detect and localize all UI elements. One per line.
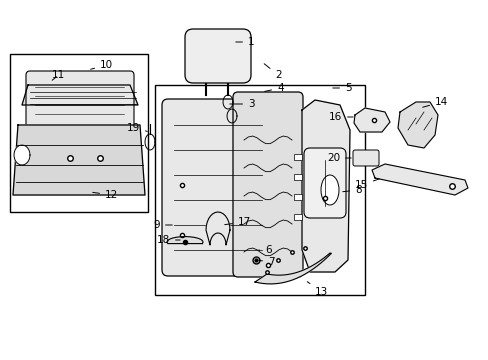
Polygon shape — [302, 100, 349, 272]
Polygon shape — [254, 253, 331, 284]
FancyBboxPatch shape — [26, 71, 134, 129]
Polygon shape — [14, 145, 30, 165]
Ellipse shape — [320, 175, 338, 205]
Text: 17: 17 — [224, 217, 251, 227]
Text: 20: 20 — [326, 153, 350, 163]
Text: 7: 7 — [258, 257, 274, 267]
FancyBboxPatch shape — [162, 99, 273, 276]
Text: 1: 1 — [235, 37, 254, 47]
Text: 18: 18 — [157, 235, 180, 245]
FancyBboxPatch shape — [304, 148, 346, 218]
Text: 14: 14 — [422, 97, 447, 107]
Text: 6: 6 — [258, 245, 271, 255]
Polygon shape — [167, 237, 203, 244]
Text: 8: 8 — [342, 185, 361, 195]
FancyBboxPatch shape — [232, 92, 303, 277]
Polygon shape — [371, 164, 467, 195]
Text: 9: 9 — [153, 220, 172, 230]
Text: 10: 10 — [90, 60, 113, 70]
Text: 16: 16 — [328, 112, 352, 122]
Text: 4: 4 — [264, 83, 283, 93]
Polygon shape — [13, 125, 145, 195]
Bar — [10, 54, 148, 212]
Text: 11: 11 — [52, 70, 65, 80]
Polygon shape — [205, 212, 229, 245]
Text: 5: 5 — [332, 83, 351, 93]
Text: 3: 3 — [229, 99, 254, 109]
Text: 19: 19 — [126, 123, 147, 133]
Text: 15: 15 — [354, 179, 379, 190]
FancyBboxPatch shape — [352, 150, 378, 166]
Bar — [293, 174, 302, 180]
Text: 2: 2 — [264, 64, 281, 80]
Polygon shape — [22, 85, 138, 105]
Bar — [293, 194, 302, 200]
Bar — [293, 154, 302, 160]
Text: 13: 13 — [306, 282, 327, 297]
Bar — [155, 85, 364, 295]
Polygon shape — [397, 102, 437, 148]
Polygon shape — [353, 108, 389, 132]
FancyBboxPatch shape — [184, 29, 250, 83]
Text: 12: 12 — [93, 190, 118, 200]
Bar — [293, 214, 302, 220]
